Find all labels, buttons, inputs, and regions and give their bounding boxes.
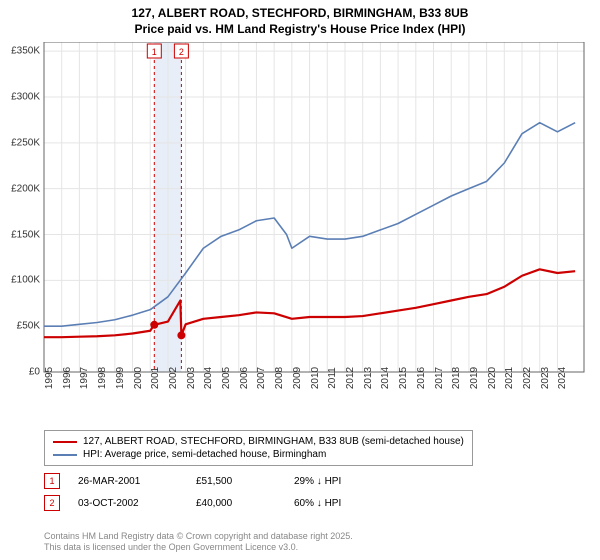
xtick-label: 2023 <box>540 367 551 389</box>
marker-price-2: £40,000 <box>196 498 276 509</box>
marker-date-2: 03-OCT-2002 <box>78 498 178 509</box>
marker-badge-2: 2 <box>44 495 60 511</box>
title-line2: Price paid vs. HM Land Registry's House … <box>0 22 600 38</box>
xtick-label: 1995 <box>44 367 55 389</box>
ytick-label: £350K <box>11 46 40 57</box>
marker-row-2: 2 03-OCT-2002 £40,000 60% ↓ HPI <box>44 492 394 514</box>
xtick-label: 2016 <box>416 367 427 389</box>
xtick-label: 2002 <box>168 367 179 389</box>
chart-svg: 12 <box>0 42 600 422</box>
xtick-label: 2007 <box>256 367 267 389</box>
xtick-label: 2011 <box>327 367 338 389</box>
ytick-label: £50K <box>17 321 40 332</box>
marker-row-1: 1 26-MAR-2001 £51,500 29% ↓ HPI <box>44 470 394 492</box>
marker-badge-1: 1 <box>44 473 60 489</box>
marker-date-1: 26-MAR-2001 <box>78 476 178 487</box>
xtick-label: 2009 <box>292 367 303 389</box>
xtick-label: 2014 <box>380 367 391 389</box>
attribution-line2: This data is licensed under the Open Gov… <box>44 542 353 554</box>
xtick-label: 2018 <box>451 367 462 389</box>
xtick-label: 2022 <box>522 367 533 389</box>
legend-swatch-hpi <box>53 454 77 456</box>
xtick-label: 2004 <box>203 367 214 389</box>
title-line1: 127, ALBERT ROAD, STECHFORD, BIRMINGHAM,… <box>0 6 600 22</box>
xtick-label: 2010 <box>310 367 321 389</box>
ytick-label: £250K <box>11 137 40 148</box>
xtick-label: 2003 <box>186 367 197 389</box>
xtick-label: 2021 <box>504 367 515 389</box>
ytick-label: £200K <box>11 183 40 194</box>
ytick-label: £0 <box>29 367 40 378</box>
legend-label-hpi: HPI: Average price, semi-detached house,… <box>83 449 326 460</box>
xtick-label: 2012 <box>345 367 356 389</box>
xtick-label: 1996 <box>62 367 73 389</box>
ytick-label: £150K <box>11 229 40 240</box>
marker-price-1: £51,500 <box>196 476 276 487</box>
xtick-label: 2015 <box>398 367 409 389</box>
chart-title: 127, ALBERT ROAD, STECHFORD, BIRMINGHAM,… <box>0 0 600 37</box>
legend-item-hpi: HPI: Average price, semi-detached house,… <box>53 448 464 461</box>
xtick-label: 2000 <box>133 367 144 389</box>
xtick-label: 2020 <box>487 367 498 389</box>
svg-text:2: 2 <box>179 47 184 57</box>
xtick-label: 2019 <box>469 367 480 389</box>
xtick-label: 1997 <box>79 367 90 389</box>
legend-item-price: 127, ALBERT ROAD, STECHFORD, BIRMINGHAM,… <box>53 435 464 448</box>
marker-hpi-2: 60% ↓ HPI <box>294 498 394 509</box>
svg-text:1: 1 <box>152 47 157 57</box>
xtick-label: 2024 <box>557 367 568 389</box>
xtick-label: 2017 <box>434 367 445 389</box>
ytick-label: £100K <box>11 275 40 286</box>
xtick-label: 2008 <box>274 367 285 389</box>
legend: 127, ALBERT ROAD, STECHFORD, BIRMINGHAM,… <box>44 430 473 466</box>
xtick-label: 2013 <box>363 367 374 389</box>
ytick-label: £300K <box>11 92 40 103</box>
xtick-label: 2006 <box>239 367 250 389</box>
attribution: Contains HM Land Registry data © Crown c… <box>44 531 353 554</box>
xtick-label: 2005 <box>221 367 232 389</box>
marker-table: 1 26-MAR-2001 £51,500 29% ↓ HPI 2 03-OCT… <box>44 470 394 514</box>
legend-label-price: 127, ALBERT ROAD, STECHFORD, BIRMINGHAM,… <box>83 436 464 447</box>
marker-hpi-1: 29% ↓ HPI <box>294 476 394 487</box>
xtick-label: 1999 <box>115 367 126 389</box>
attribution-line1: Contains HM Land Registry data © Crown c… <box>44 531 353 543</box>
legend-swatch-price <box>53 441 77 443</box>
chart-area: 12 £0£50K£100K£150K£200K£250K£300K£350K1… <box>0 42 600 422</box>
xtick-label: 2001 <box>150 367 161 389</box>
xtick-label: 1998 <box>97 367 108 389</box>
